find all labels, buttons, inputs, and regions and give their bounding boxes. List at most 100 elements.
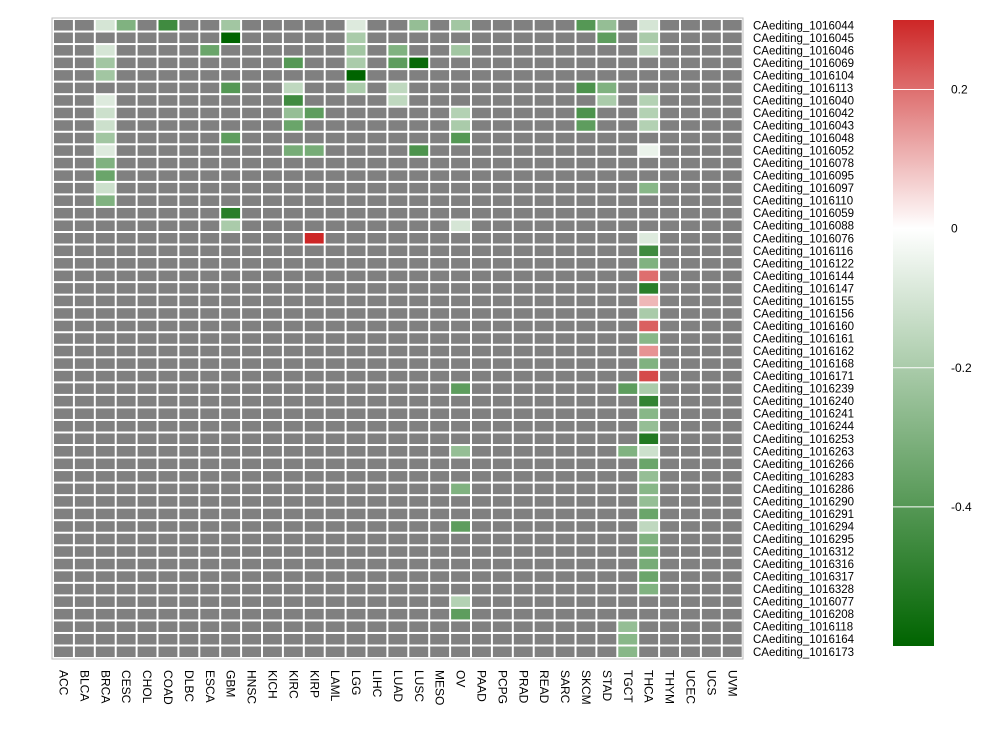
heatmap-cell-na — [618, 207, 638, 219]
heatmap-cell-na — [95, 32, 115, 44]
heatmap-cell-na — [472, 95, 491, 106]
heatmap-cell-na — [200, 558, 220, 570]
heatmap-cell-na — [367, 57, 387, 69]
heatmap-cell-na — [242, 420, 261, 432]
row-label: CAediting_1016263 — [753, 446, 854, 458]
heatmap-cell-na — [639, 646, 659, 658]
heatmap-cell-na — [283, 345, 303, 357]
heatmap-cell-na — [263, 521, 282, 532]
heatmap-cell-na — [618, 433, 638, 445]
heatmap-cell-na — [701, 295, 721, 307]
heatmap-cell-na — [137, 195, 157, 206]
heatmap-cell — [576, 20, 596, 31]
heatmap-cell-na — [137, 283, 157, 294]
heatmap-cell-na — [681, 383, 700, 394]
heatmap-cell-na — [451, 646, 470, 658]
heatmap-cell-na — [325, 157, 345, 169]
heatmap-cell-na — [681, 446, 700, 457]
heatmap-cell — [95, 95, 115, 106]
heatmap-cell-na — [618, 596, 638, 607]
heatmap-cell — [639, 471, 659, 482]
heatmap-cell-na — [95, 233, 115, 244]
heatmap-cell-na — [200, 496, 220, 507]
heatmap-cell-na — [346, 345, 366, 357]
heatmap-cell-na — [242, 521, 261, 532]
heatmap-cell-na — [74, 558, 94, 570]
column-label: CHOL — [140, 670, 154, 704]
heatmap-cell-na — [722, 57, 742, 69]
heatmap-cell — [597, 95, 617, 106]
heatmap-cell-na — [472, 245, 491, 257]
heatmap-cell-na — [660, 45, 679, 56]
heatmap-cell-na — [137, 132, 157, 144]
heatmap-cell-na — [158, 283, 178, 294]
heatmap-cell-na — [346, 408, 366, 419]
heatmap-cell-na — [304, 320, 324, 332]
heatmap-cell-na — [701, 621, 721, 632]
heatmap-cell-na — [430, 533, 450, 545]
heatmap-cell-na — [388, 646, 408, 658]
heatmap-cell-na — [242, 245, 261, 257]
heatmap-cell-na — [54, 633, 73, 645]
legend-tick-label: -0.4 — [951, 500, 972, 514]
heatmap-cell-na — [681, 170, 700, 181]
heatmap-cell-na — [74, 333, 94, 344]
heatmap-cell — [618, 383, 638, 394]
heatmap-cell-na — [158, 358, 178, 369]
heatmap-cell-na — [681, 458, 700, 470]
heatmap-cell-na — [346, 283, 366, 294]
heatmap-cell-na — [472, 145, 491, 156]
column-label: LUSC — [412, 670, 426, 702]
heatmap-cell-na — [137, 508, 157, 520]
color-legend-bar — [893, 20, 934, 646]
heatmap-cell-na — [158, 533, 178, 545]
heatmap-cell-na — [513, 583, 533, 595]
heatmap-cell-na — [346, 433, 366, 445]
heatmap-cell-na — [722, 583, 742, 595]
heatmap-cell-na — [179, 533, 199, 545]
heatmap-cell-na — [722, 471, 742, 482]
heatmap-cell-na — [513, 283, 533, 294]
column-label: LIHC — [370, 670, 384, 698]
heatmap-cell-na — [701, 320, 721, 332]
heatmap-cell-na — [304, 483, 324, 495]
heatmap-cell-na — [492, 233, 512, 244]
heatmap-cell-na — [618, 533, 638, 545]
heatmap-cell-na — [660, 132, 679, 144]
heatmap-cell-na — [597, 521, 617, 532]
heatmap-cell-na — [555, 370, 575, 382]
heatmap-cell-na — [555, 508, 575, 520]
heatmap-cell-na — [701, 395, 721, 407]
heatmap-cell-na — [492, 583, 512, 595]
heatmap-cell — [95, 195, 115, 206]
heatmap-cell-na — [492, 70, 512, 81]
heatmap-cell-na — [430, 408, 450, 419]
heatmap-cell-na — [722, 245, 742, 257]
heatmap-cell-na — [179, 295, 199, 307]
heatmap-cell-na — [242, 533, 261, 545]
heatmap-cell-na — [660, 608, 679, 620]
heatmap-cell — [597, 20, 617, 31]
heatmap-cell-na — [430, 633, 450, 645]
heatmap-cell-na — [681, 358, 700, 369]
heatmap-cell-na — [534, 82, 554, 94]
heatmap-cell-na — [346, 420, 366, 432]
heatmap-cells — [54, 20, 742, 658]
heatmap-cell-na — [158, 433, 178, 445]
heatmap-cell-na — [451, 270, 470, 282]
heatmap-cell-na — [639, 633, 659, 645]
heatmap-cell-na — [179, 420, 199, 432]
heatmap-cell-na — [137, 245, 157, 257]
heatmap-cell-na — [430, 420, 450, 432]
heatmap-cell-na — [660, 182, 679, 194]
heatmap-cell-na — [367, 358, 387, 369]
heatmap-cell-na — [576, 95, 596, 106]
heatmap-cell-na — [346, 107, 366, 119]
heatmap-cell-na — [95, 608, 115, 620]
heatmap-cell-na — [283, 333, 303, 344]
heatmap-cell-na — [597, 308, 617, 319]
heatmap-cell-na — [263, 245, 282, 257]
heatmap-cell-na — [74, 308, 94, 319]
heatmap-cell-na — [74, 220, 94, 232]
heatmap-cell-na — [534, 571, 554, 582]
